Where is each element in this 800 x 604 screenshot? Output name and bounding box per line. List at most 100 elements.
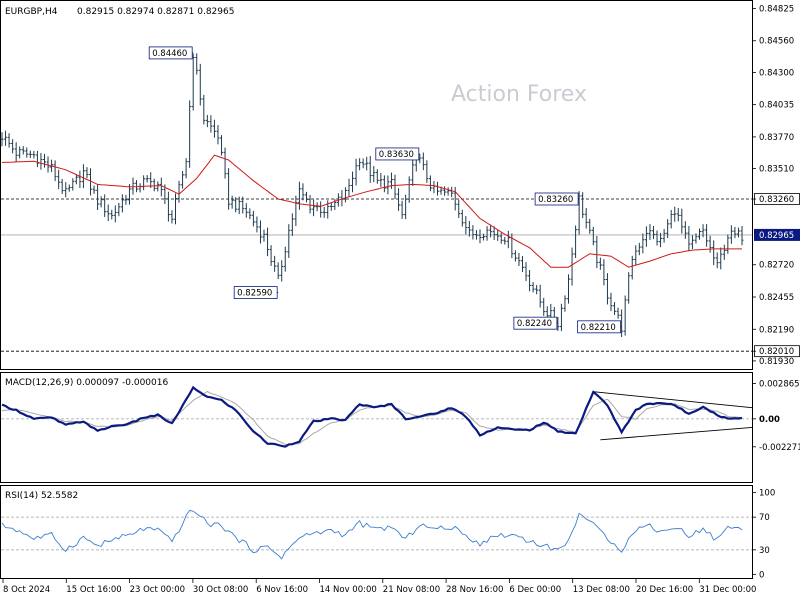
price-bar <box>329 202 333 211</box>
price-callout: 0.83630 <box>375 147 420 161</box>
price-bar <box>358 158 362 171</box>
price-bar <box>683 221 687 239</box>
price-bar <box>280 260 284 282</box>
macd-panel-frame <box>0 372 753 483</box>
price-bar <box>701 224 705 238</box>
price-bar <box>117 203 121 217</box>
price-bar <box>648 224 652 241</box>
x-axis-label: 14 Nov 00:00 <box>320 585 377 595</box>
price-bar <box>503 236 507 245</box>
price-bar <box>131 177 135 195</box>
callout-box <box>534 192 579 206</box>
price-bar <box>85 167 89 179</box>
price-bar <box>623 295 627 336</box>
price-bar <box>276 262 280 280</box>
price-bar <box>736 227 740 238</box>
price-bar <box>588 218 592 234</box>
price-bar <box>524 262 528 282</box>
price-bar <box>287 224 291 258</box>
price-bar <box>227 168 231 210</box>
price-bar <box>53 160 57 182</box>
price-bar <box>535 285 539 295</box>
price-bar <box>96 184 100 211</box>
price-bar <box>520 256 524 273</box>
price-bar <box>202 94 206 125</box>
price-bar <box>78 170 82 189</box>
price-bar <box>542 297 546 316</box>
price-bar <box>591 226 595 246</box>
price-bar <box>637 242 641 256</box>
header-symbol: EURGBP,H4 <box>5 7 58 17</box>
price-bar <box>89 168 93 196</box>
price-bar <box>616 307 620 319</box>
price-bar <box>4 130 8 146</box>
moving-average <box>1 154 742 268</box>
price-bar <box>166 191 170 222</box>
price-bar <box>216 125 220 145</box>
macd-axis-label: 0.00 <box>759 415 780 425</box>
price-bar <box>237 196 241 215</box>
x-axis-label: 28 Nov 16:00 <box>446 585 503 595</box>
price-bar <box>74 174 78 185</box>
x-axis-label: 6 Nov 16:00 <box>256 585 308 595</box>
price-bar <box>0 132 4 147</box>
callout-box <box>148 46 193 60</box>
price-bar <box>230 195 234 209</box>
price-bar <box>698 228 702 240</box>
price-bar <box>584 207 588 229</box>
callout-box <box>233 286 278 299</box>
price-bar <box>482 233 486 241</box>
price-bar <box>712 240 716 266</box>
price-bar <box>315 202 319 212</box>
price-bar <box>574 225 578 259</box>
x-axis-label: 15 Oct 16:00 <box>66 585 121 595</box>
price-bar <box>443 186 447 196</box>
price-bar <box>266 227 270 257</box>
price-bar <box>478 229 482 244</box>
x-axis-label: 20 Dec 16:00 <box>636 585 693 595</box>
x-axis-label: 8 Oct 2024 <box>3 585 50 595</box>
macd-trendline-0 <box>593 391 753 409</box>
price-bar <box>71 178 75 191</box>
price-bar <box>170 210 174 224</box>
price-bar <box>248 208 252 220</box>
price-bar <box>103 194 107 217</box>
price-bar <box>365 156 369 171</box>
price-bar <box>467 220 471 237</box>
price-bar <box>570 247 574 286</box>
callout-box <box>513 316 558 330</box>
price-bar <box>485 226 489 241</box>
rsi-axis-label: 0 <box>759 570 764 580</box>
price-axis-label: 0.84825 <box>759 4 794 14</box>
price-axis-label: 0.82010 <box>759 347 794 357</box>
price-bar <box>368 155 372 183</box>
header-ohlc: 0.82915 0.82974 0.82871 0.82965 <box>77 7 234 17</box>
price-bar <box>120 194 124 213</box>
rsi-series <box>1 509 752 560</box>
price-bar <box>106 204 110 221</box>
price-callout: 0.82210 <box>577 320 622 334</box>
macd-axis-label: 0.002865 <box>759 380 800 390</box>
macd-panel-title: MACD(12,26,9) 0.000097 -0.000016 <box>5 378 168 388</box>
callout-box <box>577 320 622 334</box>
price-bar <box>25 147 29 158</box>
price-bar <box>35 150 39 168</box>
axis-ticks: 0.84825 0.84560 0.84300 0.84035 0.83770 0.835… <box>2 4 800 595</box>
price-bar <box>255 216 259 233</box>
price-bar <box>379 172 383 188</box>
price-bar <box>205 114 209 128</box>
price-bar <box>687 226 691 252</box>
price-bar <box>425 160 429 183</box>
price-bar <box>404 194 408 220</box>
price-bar <box>99 196 103 208</box>
price-bar <box>722 244 726 260</box>
watermark-text: Action Forex <box>451 82 587 107</box>
rsi-axis-label: 70 <box>759 513 770 523</box>
price-callout: 0.83260 <box>534 192 580 206</box>
price-bar <box>453 186 457 211</box>
price-bar <box>471 225 475 240</box>
price-bar <box>577 191 581 235</box>
rsi-panel-title: RSI(14) 52.5582 <box>5 491 78 501</box>
